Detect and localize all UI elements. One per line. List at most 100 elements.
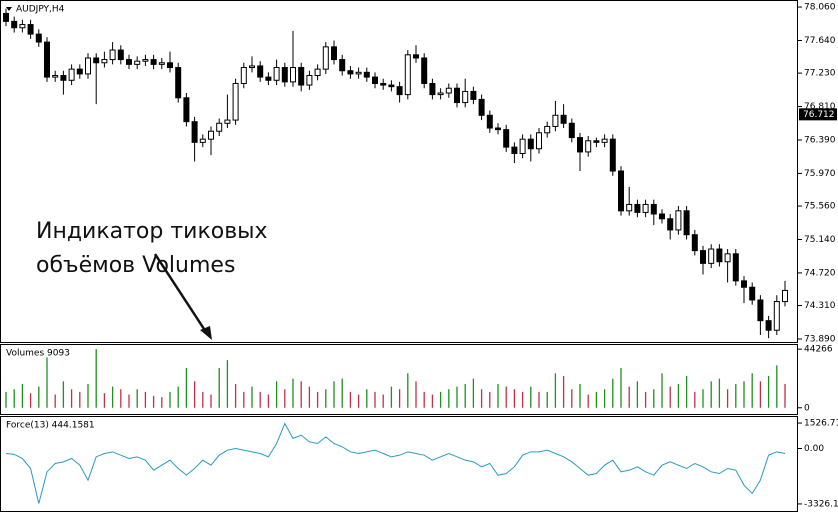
y-tick-label: 78.060 [804,3,836,13]
candle-body [208,130,214,140]
candle-body [3,12,9,22]
candle-body [224,119,231,124]
candle-body [552,114,559,127]
candle-body [19,24,26,29]
candle-body [470,90,477,100]
candle-body [126,59,132,65]
candle-body [183,97,190,123]
y-tick-label: 44266 [804,345,833,355]
menu-arrow [6,7,12,11]
candle-body [158,62,165,65]
annotation-arrow [153,253,208,333]
candle-body [404,54,411,96]
candle-body [511,146,518,155]
candle-body [773,301,780,331]
candle-body [782,289,788,303]
candle-body [372,76,378,84]
candle-body [109,49,116,61]
candle-body [142,59,149,62]
y-tick-label: 73.890 [804,334,836,344]
candle-body [667,218,674,231]
candle-body [593,140,600,143]
candle-body [199,138,206,143]
force-line [5,422,786,504]
candle-body [495,127,501,131]
symbol-title: AUDJPY,H4 [16,5,65,15]
y-tick-label: 76.810 [804,102,836,112]
y-tick-label: 75.560 [804,202,836,212]
candle-body [117,49,124,61]
current-price-label: 76.712 [803,110,835,120]
candle-body [716,248,723,263]
candle-body [44,41,50,78]
force-title: Force(13) 444.1581 [6,421,95,431]
candle-body [363,71,370,78]
candle-body [413,54,419,59]
candle-body [290,67,296,83]
candle-body [273,67,280,81]
main-pane [0,0,798,343]
candle-body [52,75,59,78]
candle-body [544,125,551,134]
candle-body [519,138,526,155]
candle-body [749,286,756,301]
candle-body [232,82,239,121]
candle-body [454,87,460,104]
candle-body [683,210,690,236]
candle-body [150,59,157,65]
candle-body [527,138,534,150]
annotation-line: объёмов Volumes [36,253,235,278]
candle-body [11,20,18,29]
candle-body [380,82,387,86]
candle-body [601,138,608,143]
candle-body [60,75,67,81]
marks: 78.060 77.640 77.230 76.810 76.390 75.970 75.5… [3,3,838,509]
candle-body [388,84,395,88]
candle-body [240,67,247,84]
candle-body [691,234,698,252]
candle-body [445,87,452,94]
candle-body [429,82,436,96]
candle-body [700,250,706,264]
candle-body [265,76,272,81]
candle-body [486,114,493,129]
candle-body [281,67,288,83]
candle-body [462,90,469,104]
y-tick-label: 76.390 [804,135,836,145]
candle-body [618,170,624,212]
candle-body [577,137,583,153]
candle-body [298,67,305,86]
candle-body [708,248,715,264]
y-tick-label: -3326.10 [804,499,838,509]
candle-body [568,122,575,139]
candle-body [191,121,198,143]
candle-body [27,24,34,35]
y-tick-label: 75.140 [804,235,836,245]
candle-body [175,67,182,99]
volume-title: Volumes 9093 [6,349,70,359]
candle-body [249,65,255,69]
candle-body [503,129,510,148]
candle-body [724,253,731,263]
force-pane [0,416,798,512]
candle-body [167,62,173,69]
candle-body [675,210,682,231]
candle-body [216,122,223,132]
y-tick-label: 77.230 [804,69,836,79]
candle-body [85,57,91,75]
candle-body [355,71,362,75]
candle-body [322,46,329,70]
candle-body [659,213,665,220]
candle-body [331,46,337,61]
current-price-box [799,108,837,121]
y-tick-label: 0.00 [804,444,824,454]
candle-body [560,114,567,124]
candle-body [437,92,444,96]
candle-body [765,320,772,331]
y-tick-label: 77.640 [804,36,836,46]
arrow-head [200,326,212,340]
candle-body [347,70,354,75]
candle-body [741,280,747,288]
